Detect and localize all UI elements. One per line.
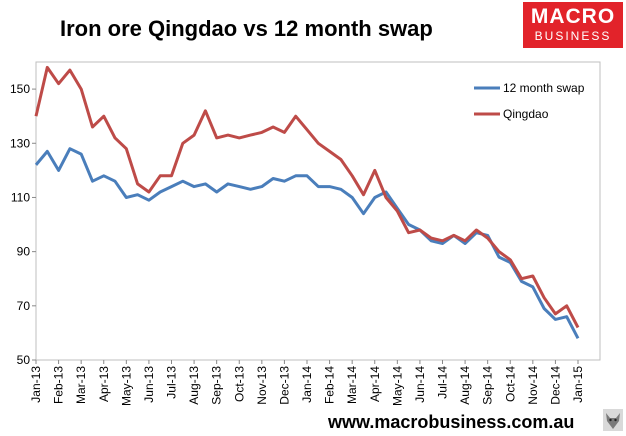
x-tick-label: Apr-13 [97, 366, 111, 402]
x-tick-label: Dec-14 [548, 366, 562, 405]
x-tick-label: Nov-13 [255, 366, 269, 405]
x-tick-label: Jun-13 [142, 366, 156, 403]
macrobusiness-logo[interactable]: MACRO BUSINESS [523, 2, 623, 48]
x-tick-label: Sep-13 [210, 366, 224, 405]
x-tick-label: Aug-14 [458, 366, 472, 405]
y-tick-label: 130 [10, 136, 30, 150]
y-axis: 50 70 90 110 130 150 [10, 82, 36, 367]
x-tick-label: Jun-14 [413, 366, 427, 403]
wolf-icon [603, 409, 623, 431]
y-tick-label: 90 [17, 245, 31, 259]
x-tick-label: Apr-14 [368, 366, 382, 402]
x-axis: Jan-13 Feb-13 Mar-13 Apr-13 May-13 Jun-13 Jul-… [29, 360, 585, 406]
x-tick-label: Jul-14 [436, 366, 450, 399]
chart-title: Iron ore Qingdao vs 12 month swap [60, 16, 433, 41]
x-tick-label: Feb-14 [323, 366, 337, 404]
legend-label: 12 month swap [503, 81, 585, 95]
plot-area [35, 61, 601, 361]
y-tick-label: 150 [10, 82, 30, 96]
legend-label: Qingdao [503, 107, 549, 121]
x-tick-label: Jan-13 [29, 366, 43, 403]
x-tick-label: Sep-14 [481, 366, 495, 405]
x-tick-label: Dec-13 [277, 366, 291, 405]
x-tick-label: Mar-14 [345, 366, 359, 404]
series-line-qingdao [34, 65, 580, 329]
footer-url[interactable]: www.macrobusiness.com.au [328, 412, 575, 432]
legend: 12 month swap Qingdao [474, 81, 585, 121]
y-tick-label: 70 [17, 299, 31, 313]
y-tick-label: 50 [17, 353, 31, 367]
x-tick-label: May-13 [119, 366, 133, 406]
y-tick-label: 110 [11, 190, 30, 204]
x-tick-label: Aug-13 [187, 366, 201, 405]
x-tick-label: Jul-13 [165, 366, 179, 399]
x-tick-label: Feb-13 [52, 366, 66, 404]
x-tick-label: May-14 [390, 366, 404, 406]
logo-line1: MACRO [530, 5, 616, 28]
logo-line2: BUSINESS [534, 29, 612, 43]
x-tick-label: Oct-13 [232, 366, 246, 402]
x-tick-label: Nov-14 [526, 366, 540, 405]
series-lines [34, 65, 580, 339]
x-tick-label: Jan-14 [300, 366, 314, 403]
x-tick-label: Mar-13 [74, 366, 88, 404]
series-line-swap [34, 147, 580, 339]
x-tick-label: Jan-15 [571, 366, 585, 403]
x-tick-label: Oct-14 [503, 366, 517, 402]
